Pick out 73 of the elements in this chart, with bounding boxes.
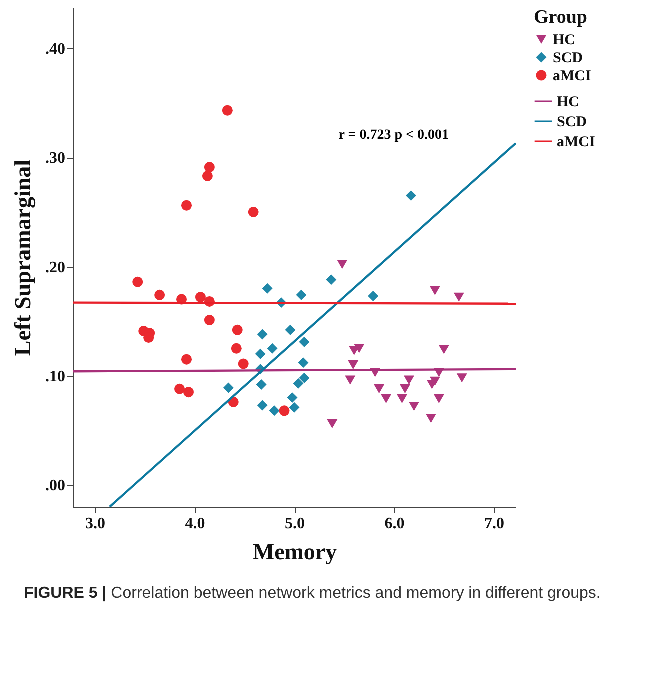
point (337, 260, 348, 270)
legend-label: SCD (557, 114, 588, 130)
x-axis-title: Memory (252, 540, 338, 564)
point (406, 190, 416, 202)
point (256, 379, 267, 390)
point (296, 290, 307, 300)
point (238, 358, 249, 370)
point (404, 376, 414, 385)
point (454, 292, 464, 302)
y-tick-label: .10 (46, 368, 66, 386)
x-tick-label: 3.0 (85, 516, 106, 532)
legend-label: HC (553, 32, 576, 48)
y-tick-label: .30 (46, 150, 66, 168)
point (195, 292, 206, 303)
point (222, 105, 233, 116)
legend-label: aMCI (557, 134, 596, 150)
point (183, 387, 194, 398)
point (287, 392, 298, 404)
point (298, 358, 309, 368)
point (456, 374, 468, 383)
x-tick-label: 7.0 (484, 516, 505, 532)
x-tick-label: 6.0 (384, 516, 405, 532)
point (397, 394, 408, 404)
point (368, 291, 379, 302)
point (400, 384, 410, 394)
point (354, 344, 365, 354)
point (293, 378, 304, 389)
point (174, 384, 186, 394)
point (299, 336, 310, 348)
legend-label: SCD (553, 50, 584, 66)
point (154, 290, 166, 300)
legend-label: HC (557, 94, 580, 110)
point (374, 384, 385, 394)
point (408, 402, 420, 412)
point (345, 376, 356, 385)
point (232, 324, 243, 336)
point (248, 206, 259, 218)
point (299, 372, 310, 384)
point (348, 360, 359, 370)
point (132, 276, 144, 288)
point (430, 286, 440, 296)
point (269, 406, 280, 416)
point (255, 348, 266, 360)
point (202, 170, 213, 182)
y-tick-label: .20 (46, 259, 66, 276)
point (381, 394, 392, 404)
point (231, 343, 242, 354)
legend-title: Group (534, 7, 588, 28)
annotation: r = 0.723 p < 0.001 (338, 128, 450, 144)
point (285, 324, 296, 336)
caption: FIGURE 5 | Correlation between network metrics and memory in different groups. (24, 584, 602, 604)
y-axis-title: Left Supramarginal (10, 160, 36, 356)
point (267, 343, 278, 354)
point (438, 345, 450, 354)
x-tick-label: 5.0 (285, 516, 305, 532)
point (434, 394, 444, 404)
point (262, 283, 273, 294)
point (204, 162, 215, 173)
point (223, 382, 234, 394)
point (257, 400, 268, 411)
point (182, 200, 192, 211)
y-tick-label: .40 (46, 40, 66, 58)
point (257, 329, 268, 340)
point (327, 419, 338, 429)
x-tick-label: 4.0 (185, 516, 206, 532)
y-tick-label: .00 (46, 478, 66, 495)
point (326, 274, 337, 286)
point (204, 315, 215, 326)
point (182, 354, 192, 365)
point (289, 402, 300, 413)
point (426, 414, 436, 424)
point (279, 406, 290, 416)
legend-label: aMCI (553, 68, 592, 84)
